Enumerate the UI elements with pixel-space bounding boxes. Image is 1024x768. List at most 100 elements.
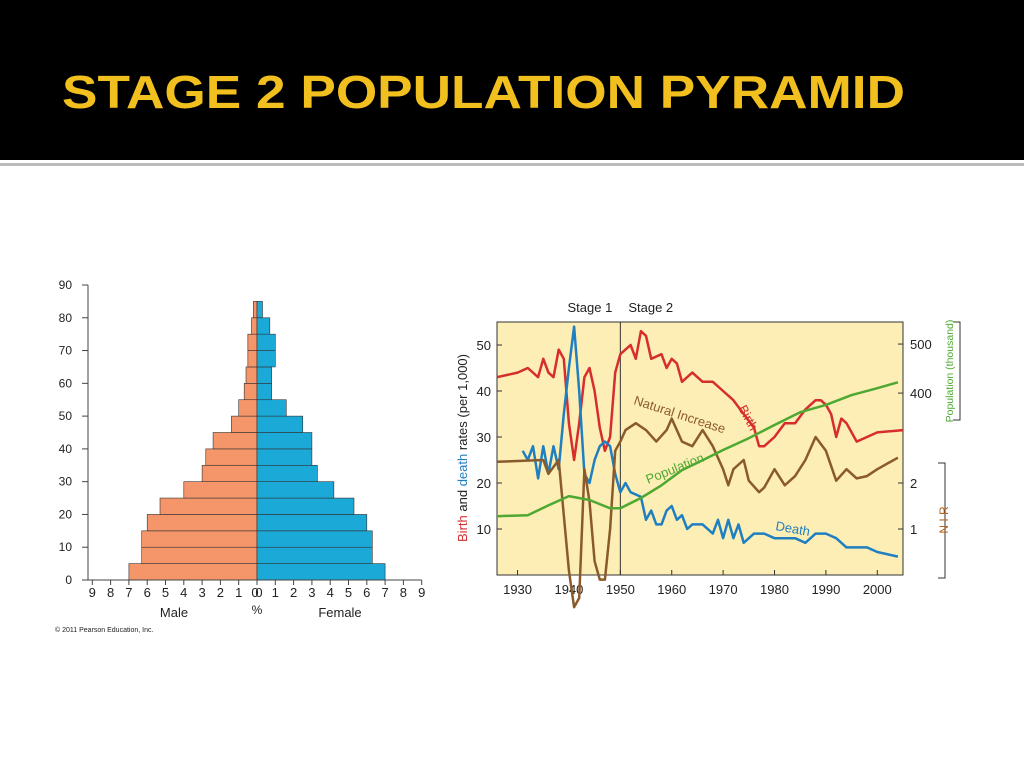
bar — [256, 350, 276, 368]
bar — [256, 432, 313, 450]
y2-tick-label: 1 — [910, 522, 917, 537]
bar — [141, 546, 258, 564]
axis-bracket — [953, 321, 961, 421]
x-tick-label: 1960 — [657, 582, 686, 597]
x-tick-label: 2 — [290, 585, 297, 600]
x-tick-label: 3 — [198, 585, 205, 600]
y-tick-label: 40 — [477, 384, 491, 399]
bar — [247, 350, 258, 368]
bar — [243, 383, 258, 401]
y2-tick-label: 2 — [910, 476, 917, 491]
bar — [146, 514, 258, 532]
axis-bracket — [938, 462, 946, 579]
x-tick-label: 7 — [381, 585, 388, 600]
x-tick-label: 1950 — [606, 582, 635, 597]
y-tick-label: 10 — [59, 540, 73, 554]
bar — [256, 415, 304, 433]
x-tick-label: 8 — [107, 585, 114, 600]
y-tick-label: 50 — [59, 409, 73, 423]
y-axis-label: Birth and death rates (per 1,000) — [455, 354, 470, 542]
x-tick-label: 8 — [400, 585, 407, 600]
bar — [212, 432, 258, 450]
series-line — [496, 381, 899, 518]
x-tick-label: 1 — [272, 585, 279, 600]
x-tick-label: 7 — [125, 585, 132, 600]
y2-tick-label: 500 — [910, 337, 932, 352]
y-tick-label: 70 — [59, 344, 73, 358]
bar — [256, 448, 313, 466]
x-tick-label: 9 — [418, 585, 425, 600]
y-tick-label: 50 — [477, 338, 491, 353]
y2-tick-label: 400 — [910, 386, 932, 401]
x-tick-label: 0 — [251, 585, 258, 600]
x-tick-label: 2 — [217, 585, 224, 600]
bar — [256, 366, 272, 384]
bar — [251, 317, 258, 335]
x-tick-label: 6 — [144, 585, 151, 600]
x-tick-label: 1 — [235, 585, 242, 600]
bar — [253, 301, 258, 319]
x-tick-label: 1980 — [760, 582, 789, 597]
series-line — [496, 417, 899, 609]
bar — [238, 399, 258, 417]
x-tick-label: 3 — [308, 585, 315, 600]
stage-label: Stage 1 — [568, 300, 613, 315]
source-note: © 2011 Pearson Education, Inc. — [55, 626, 153, 634]
bar — [256, 563, 386, 581]
y-tick-label: 40 — [59, 442, 73, 456]
bar — [256, 546, 373, 564]
axis-side-label: Female — [318, 605, 361, 620]
bar — [256, 514, 368, 532]
y3-axis-label: N I R — [937, 506, 951, 534]
bar — [159, 497, 258, 515]
bar — [231, 415, 258, 433]
bar — [245, 366, 258, 384]
axis-side-label: Male — [160, 605, 188, 620]
bar — [256, 333, 276, 351]
bar — [256, 383, 272, 401]
bar — [141, 530, 258, 548]
x-axis-label: % — [252, 603, 263, 617]
bar — [256, 497, 355, 515]
y-axis-label-part: death — [455, 454, 470, 487]
x-tick-label: 1990 — [811, 582, 840, 597]
bar — [201, 464, 258, 482]
y2-axis-label: Population (thousand) — [944, 320, 956, 423]
x-tick-label: 5 — [345, 585, 352, 600]
header-band — [0, 0, 1024, 160]
stage-label: Stage 2 — [628, 300, 673, 315]
bar — [205, 448, 258, 466]
bar — [256, 399, 287, 417]
series-line — [496, 329, 904, 462]
y-tick-label: 10 — [477, 522, 491, 537]
bar — [256, 464, 318, 482]
bar — [256, 481, 335, 499]
header-rule — [0, 163, 1024, 166]
series-label: Death — [774, 518, 811, 539]
x-tick-label: 1940 — [554, 582, 583, 597]
slide-title: STAGE 2 POPULATION PYRAMID — [62, 66, 905, 118]
y-tick-label: 90 — [59, 278, 73, 292]
bar — [256, 301, 263, 319]
x-tick-label: 4 — [180, 585, 187, 600]
y-axis-label-part: Birth — [455, 515, 470, 542]
y-axis-label-part: and — [455, 490, 470, 512]
x-tick-label: 6 — [363, 585, 370, 600]
x-tick-label: 1930 — [503, 582, 532, 597]
bar — [256, 317, 271, 335]
y-tick-label: 20 — [59, 507, 73, 521]
x-tick-label: 0 — [255, 585, 262, 600]
bar — [183, 481, 258, 499]
y-tick-label: 0 — [65, 573, 72, 587]
y-tick-label: 30 — [59, 475, 73, 489]
bar — [247, 333, 258, 351]
bar — [128, 563, 258, 581]
y-axis-label-part: rates (per 1,000) — [455, 354, 470, 450]
x-tick-label: 5 — [162, 585, 169, 600]
x-tick-label: 1970 — [709, 582, 738, 597]
series-line — [521, 325, 899, 558]
bar — [256, 530, 373, 548]
y-tick-label: 80 — [59, 311, 73, 325]
y-tick-label: 20 — [477, 476, 491, 491]
